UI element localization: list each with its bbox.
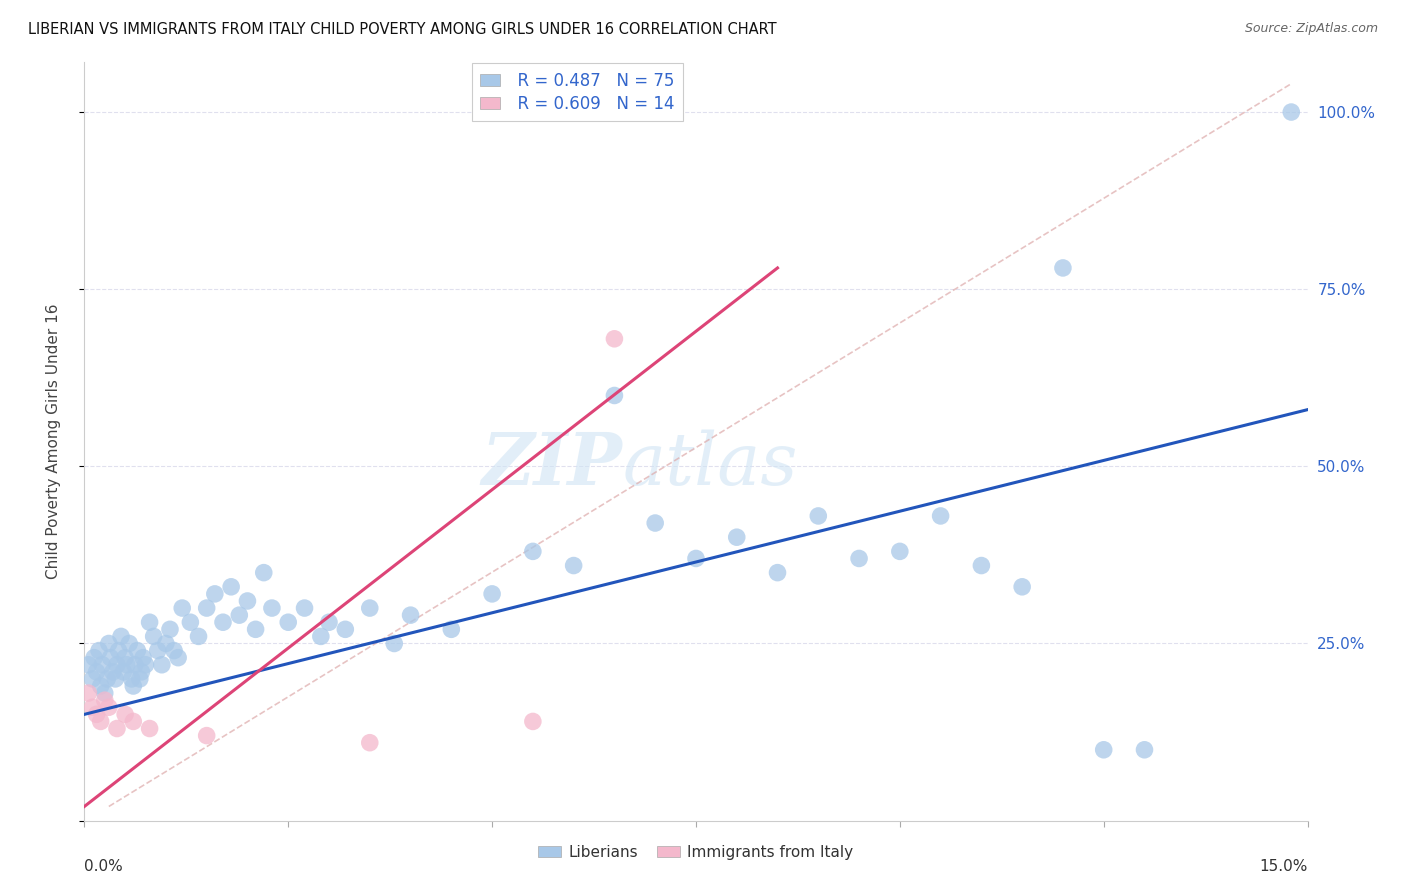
Point — [114, 650, 136, 665]
Text: ZIP: ZIP — [482, 429, 623, 500]
Point — [277, 615, 299, 630]
Point — [294, 601, 316, 615]
Point — [603, 332, 626, 346]
Point — [83, 650, 105, 665]
Point — [93, 686, 115, 700]
Point — [114, 707, 136, 722]
Point — [335, 623, 357, 637]
Point — [118, 636, 141, 650]
Point — [929, 508, 952, 523]
Point — [77, 686, 100, 700]
Point — [110, 629, 132, 643]
Point — [228, 608, 250, 623]
Point — [128, 672, 150, 686]
Point — [82, 672, 104, 686]
Point — [127, 643, 149, 657]
Point — [1279, 105, 1302, 120]
Point — [253, 566, 276, 580]
Text: LIBERIAN VS IMMIGRANTS FROM ITALY CHILD POVERTY AMONG GIRLS UNDER 16 CORRELATION: LIBERIAN VS IMMIGRANTS FROM ITALY CHILD … — [28, 22, 776, 37]
Text: 15.0%: 15.0% — [1260, 858, 1308, 873]
Point — [236, 594, 259, 608]
Point — [1092, 743, 1115, 757]
Point — [115, 657, 138, 672]
Point — [1052, 260, 1074, 275]
Point — [163, 643, 186, 657]
Point — [245, 623, 267, 637]
Point — [318, 615, 340, 630]
Point — [359, 736, 381, 750]
Point — [131, 665, 153, 679]
Point — [142, 629, 165, 643]
Point — [121, 672, 143, 686]
Point — [86, 665, 108, 679]
Point — [807, 508, 830, 523]
Point — [138, 615, 160, 630]
Point — [212, 615, 235, 630]
Point — [86, 707, 108, 722]
Point — [96, 672, 118, 686]
Point — [382, 636, 405, 650]
Point — [725, 530, 748, 544]
Point — [91, 657, 114, 672]
Point — [195, 601, 218, 615]
Point — [155, 636, 177, 650]
Point — [440, 623, 463, 637]
Point — [132, 650, 155, 665]
Point — [138, 722, 160, 736]
Point — [93, 693, 115, 707]
Y-axis label: Child Poverty Among Girls Under 16: Child Poverty Among Girls Under 16 — [46, 304, 60, 579]
Point — [195, 729, 218, 743]
Point — [562, 558, 585, 573]
Point — [603, 388, 626, 402]
Point — [100, 650, 122, 665]
Point — [848, 551, 870, 566]
Point — [101, 665, 124, 679]
Point — [107, 643, 129, 657]
Point — [159, 623, 181, 637]
Point — [97, 636, 120, 650]
Point — [399, 608, 422, 623]
Point — [260, 601, 283, 615]
Point — [204, 587, 226, 601]
Text: Source: ZipAtlas.com: Source: ZipAtlas.com — [1244, 22, 1378, 36]
Point — [90, 679, 112, 693]
Point — [150, 657, 173, 672]
Point — [179, 615, 201, 630]
Point — [97, 700, 120, 714]
Point — [522, 714, 544, 729]
Text: 0.0%: 0.0% — [84, 858, 124, 873]
Point — [146, 643, 169, 657]
Point — [82, 700, 104, 714]
Point — [105, 657, 128, 672]
Point — [309, 629, 332, 643]
Point — [359, 601, 381, 615]
Text: atlas: atlas — [623, 429, 799, 500]
Point — [187, 629, 209, 643]
Point — [122, 679, 145, 693]
Point — [90, 714, 112, 729]
Point — [77, 657, 100, 672]
Point — [87, 643, 110, 657]
Point — [172, 601, 194, 615]
Point — [135, 657, 157, 672]
Point — [644, 516, 666, 530]
Point — [122, 714, 145, 729]
Point — [481, 587, 503, 601]
Legend: Liberians, Immigrants from Italy: Liberians, Immigrants from Italy — [533, 838, 859, 866]
Point — [112, 665, 135, 679]
Point — [104, 672, 127, 686]
Point — [766, 566, 789, 580]
Point — [685, 551, 707, 566]
Point — [522, 544, 544, 558]
Point — [124, 657, 146, 672]
Point — [1011, 580, 1033, 594]
Point — [889, 544, 911, 558]
Point — [167, 650, 190, 665]
Point — [219, 580, 242, 594]
Point — [1133, 743, 1156, 757]
Point — [105, 722, 128, 736]
Point — [970, 558, 993, 573]
